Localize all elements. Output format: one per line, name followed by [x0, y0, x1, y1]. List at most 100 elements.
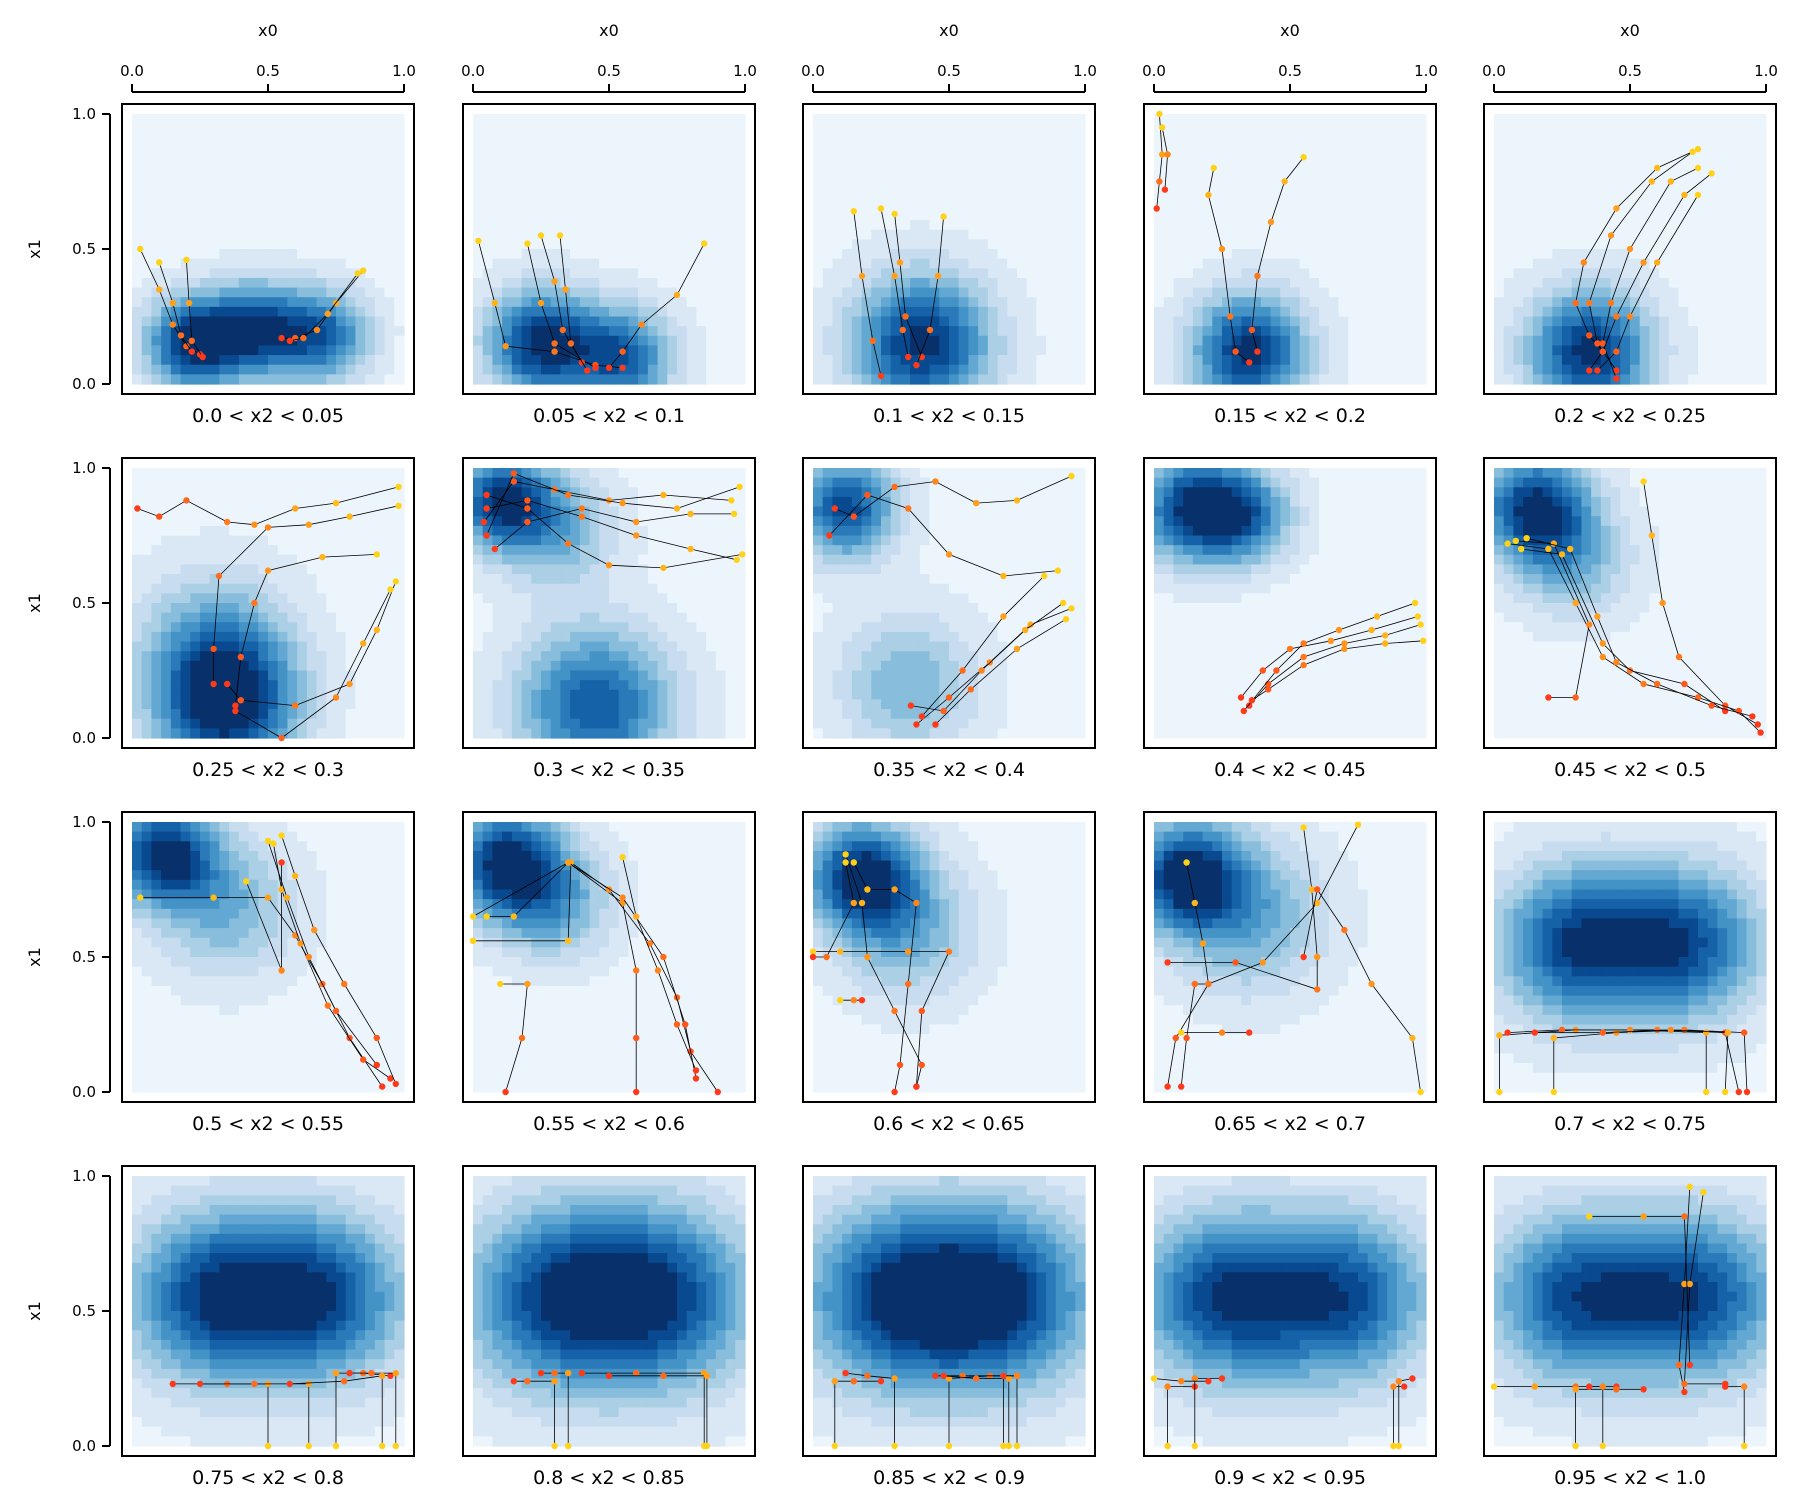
trajectory-point [940, 213, 947, 220]
trajectory-point [134, 505, 141, 512]
trajectory-point [1654, 680, 1661, 688]
trajectory-line [1240, 616, 1418, 698]
trajectories [1237, 599, 1427, 715]
trajectory-point [945, 694, 953, 701]
trajectory-point [188, 348, 195, 355]
trajectory-point [475, 237, 482, 245]
trajectory-point [1314, 986, 1321, 993]
trajectory-line [235, 554, 377, 706]
trajectory-point [1000, 1442, 1007, 1450]
trajectory-point [905, 980, 912, 988]
trajectory-point [1724, 1029, 1732, 1036]
trajectory-point [918, 1007, 925, 1015]
trajectory-line [894, 213, 923, 358]
trajectory-point [633, 532, 640, 539]
trajectory-point [823, 953, 830, 961]
trajectory-line [1589, 1216, 1691, 1366]
trajectory-point [864, 1372, 871, 1380]
trajectory-point [1599, 1442, 1607, 1450]
trajectory-point [480, 518, 488, 526]
trajectory-point [619, 348, 626, 355]
trajectory-point [1675, 653, 1683, 661]
trajectory-point [1218, 1375, 1226, 1382]
panel-label: 0.35 < x2 < 0.4 [873, 759, 1025, 781]
trajectories [169, 1369, 399, 1450]
trajectory-point [1599, 340, 1607, 347]
density-contour [1154, 468, 1427, 739]
trajectory-point [502, 1088, 509, 1096]
trajectories [1572, 145, 1715, 382]
trajectory-point [1613, 659, 1620, 666]
trajectory-point [842, 859, 849, 866]
trajectory-point [537, 299, 545, 307]
y-tick-label: 0.0 [72, 1437, 96, 1455]
trajectory-point [1382, 640, 1389, 647]
trajectory-point [537, 232, 545, 239]
panel-frame [802, 103, 1096, 395]
trajectory-point [1648, 532, 1656, 539]
panel-20: 0.95 < x2 < 1.0 [1483, 1165, 1777, 1489]
trajectory-point [1681, 1213, 1688, 1220]
trajectory-line [935, 618, 1067, 725]
trajectory-line [559, 235, 588, 371]
trajectory-point [1708, 170, 1715, 177]
trajectory-point [297, 940, 304, 947]
trajectory-point [183, 497, 190, 504]
x-tick-label: 1.0 [392, 62, 416, 80]
trajectory-point [891, 210, 898, 218]
trajectory-point [360, 267, 367, 274]
trajectory-point [224, 680, 231, 688]
trajectory-point [692, 1067, 700, 1074]
trajectory-point [1164, 959, 1171, 966]
panel-frame [121, 457, 415, 749]
trajectory-point [891, 1375, 898, 1382]
trajectory-point [1659, 599, 1666, 607]
trajectory-point [510, 1378, 517, 1385]
trajectory-point [605, 364, 613, 371]
trajectory-point [354, 270, 361, 277]
trajectory-point [1395, 1442, 1403, 1450]
density-contour [1154, 1176, 1427, 1447]
trajectory-point [1164, 1383, 1171, 1390]
trajectory-point [1191, 1442, 1199, 1450]
trajectory-point [826, 532, 833, 539]
trajectory-point [1000, 1372, 1007, 1380]
trajectory-line [845, 854, 923, 1087]
trajectory-point [524, 497, 531, 504]
y-tick-label: 0.0 [72, 1083, 96, 1101]
trajectory-point [1594, 340, 1601, 347]
trajectory-point [1273, 667, 1280, 674]
trajectory-point [1159, 124, 1166, 131]
x-tick-label: 0.5 [1618, 62, 1642, 80]
y-tick-label: 1.0 [72, 105, 96, 123]
trajectory-point [842, 1369, 849, 1377]
trajectory-point [1558, 1026, 1566, 1034]
panel-frame [1483, 103, 1777, 395]
trajectory-point [1550, 1034, 1558, 1042]
trajectory-point [1567, 545, 1574, 553]
x-tick-label: 1.0 [1754, 62, 1778, 80]
trajectory-point [896, 259, 904, 266]
y-axis-label: x1 [25, 239, 44, 259]
trajectories [1153, 110, 1307, 366]
x-axis-label: x0 [599, 21, 619, 40]
panel-14: 0.65 < x2 < 0.7 [1143, 811, 1437, 1135]
trajectory-point [1267, 218, 1275, 226]
trajectory-point [1417, 621, 1424, 628]
y-tick-label: 0.5 [72, 594, 96, 612]
trajectory-point [619, 894, 626, 901]
trajectory-line [1251, 156, 1304, 352]
trajectory-point [1373, 613, 1381, 620]
trajectory-point [1300, 653, 1307, 661]
trajectory-point [264, 524, 272, 531]
trajectory-line [1303, 888, 1421, 1093]
density-contour [473, 114, 746, 385]
x-axis-top: 0.0 0.5 1.0 x0 [120, 21, 416, 93]
trajectory-point [1518, 545, 1525, 553]
trajectory-point [1613, 1386, 1620, 1393]
trajectory-point [510, 470, 517, 477]
trajectory-point [483, 532, 490, 539]
trajectory-point [237, 697, 244, 704]
panel-9: 0.4 < x2 < 0.45 [1143, 457, 1437, 781]
trajectory-point [1172, 1034, 1180, 1042]
